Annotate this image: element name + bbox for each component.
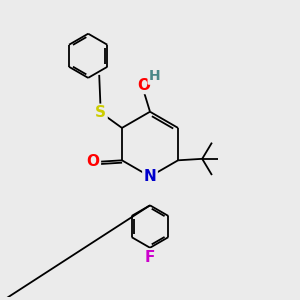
Text: H: H [149,69,161,83]
Text: N: N [144,169,156,184]
Text: O: O [137,78,150,93]
Text: O: O [87,154,100,169]
Text: F: F [145,250,155,265]
Text: S: S [95,105,106,120]
